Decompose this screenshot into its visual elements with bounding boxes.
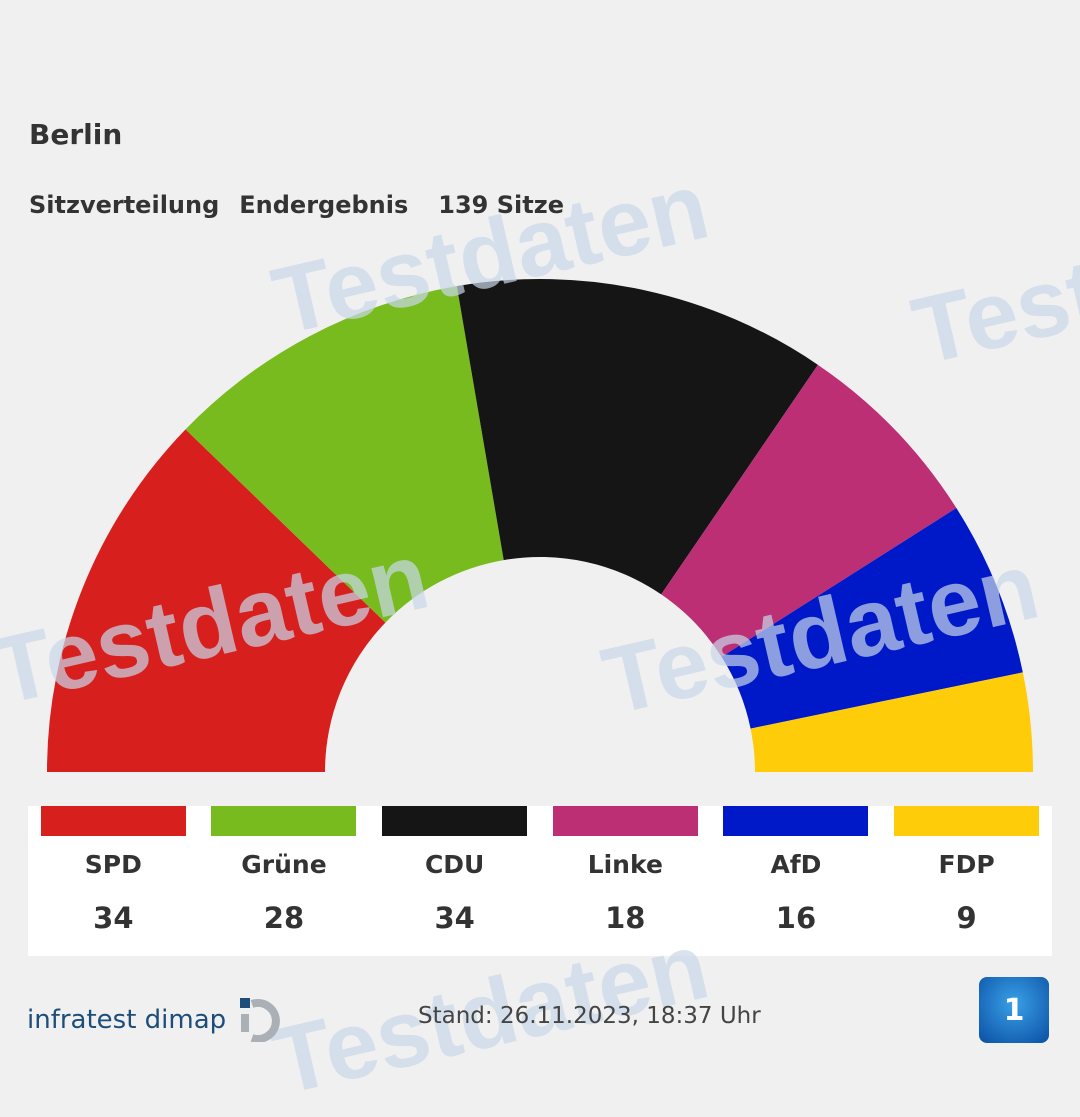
seat-segment-linke — [661, 364, 957, 657]
dimap-logo-icon — [240, 998, 281, 1042]
party-name: Grüne — [241, 850, 327, 879]
legend-swatch — [211, 806, 357, 836]
legend-swatch — [723, 806, 869, 836]
legend-item: Grüne 28 — [211, 806, 357, 956]
brand-name: infratest dimap — [27, 1005, 227, 1035]
page-title: Berlin — [29, 118, 123, 151]
legend-swatch — [552, 806, 698, 836]
ard-logo-icon: 1 — [979, 977, 1049, 1043]
seat-segment-afd — [721, 508, 1023, 729]
legend-item: CDU 34 — [382, 806, 528, 956]
party-name: CDU — [424, 850, 485, 879]
party-name: AfD — [770, 850, 822, 879]
legend-item: FDP 9 — [894, 806, 1040, 956]
seat-count: 34 — [434, 901, 475, 935]
subtitle: Sitzverteilung Endergebnis 139 Sitze — [29, 191, 564, 219]
seat-chart — [47, 279, 1033, 772]
seat-segment-fdp — [750, 672, 1033, 772]
infratest-dimap-logo: infratest dimap — [27, 998, 286, 1042]
legend-swatch — [382, 806, 528, 836]
subtitle-type: Sitzverteilung — [29, 191, 220, 219]
subtitle-status: Endergebnis — [239, 191, 409, 219]
seat-count: 28 — [263, 901, 305, 935]
seat-count: 16 — [775, 901, 817, 935]
legend-item: SPD 34 — [40, 806, 186, 956]
timestamp: Stand: 26.11.2023, 18:37 Uhr — [418, 1003, 761, 1029]
seat-segment-cdu — [456, 279, 818, 595]
legend-swatch — [894, 806, 1040, 836]
seat-count: 18 — [605, 901, 646, 935]
party-name: Linke — [587, 850, 663, 879]
seat-segment-grüne — [185, 286, 504, 623]
seat-count: 9 — [956, 901, 977, 935]
legend-item: AfD 16 — [723, 806, 869, 956]
seat-count: 34 — [93, 901, 134, 935]
seat-segment-spd — [47, 429, 386, 772]
legend: SPD 34 Grüne 28 CDU 34 Linke 18 AfD 16 FDP 9 — [28, 806, 1052, 956]
subtitle-seats: 139 Sitze — [438, 191, 564, 219]
legend-swatch — [40, 806, 186, 836]
legend-item: Linke 18 — [552, 806, 698, 956]
party-name: FDP — [938, 850, 995, 879]
party-name: SPD — [84, 850, 142, 879]
